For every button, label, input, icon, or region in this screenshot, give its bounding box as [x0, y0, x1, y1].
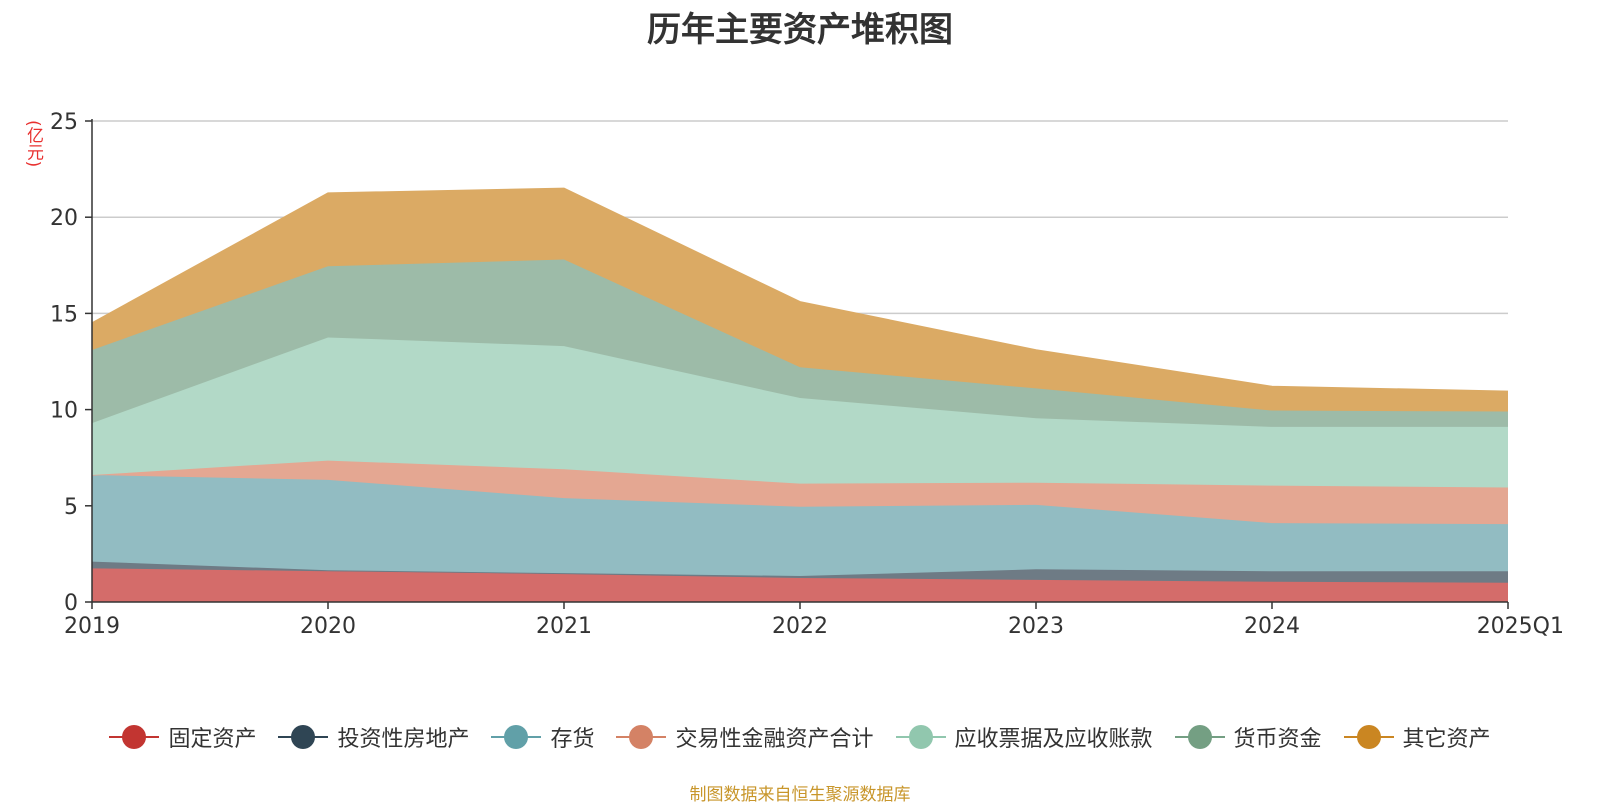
y-axis-unit-label: (亿元): [23, 120, 43, 168]
y-tick-label: 15: [50, 302, 78, 327]
legend-label: 其它资产: [1402, 727, 1491, 752]
legend-marker-icon: [491, 724, 542, 750]
area-series-3[interactable]: [92, 460, 1508, 525]
legend-label: 交易性金融资产合计: [675, 727, 874, 752]
legend-item-6[interactable]: 其它资产: [1343, 721, 1491, 753]
area-series-1[interactable]: [92, 561, 1508, 583]
x-tick-label: 2019: [64, 614, 120, 639]
axes: 0 5 10 15 20 25 2019 2020 2021 2022 2023 2024 2025Q1: [50, 110, 1564, 639]
x-tick-label: 2023: [1008, 614, 1064, 639]
y-tick-label: 10: [50, 399, 78, 424]
x-tick-label: 2022: [772, 614, 828, 639]
y-tick-label: 5: [64, 495, 78, 520]
y-tick-label: 25: [50, 110, 78, 135]
area-series-4[interactable]: [92, 337, 1508, 488]
legend-item-5[interactable]: 货币资金: [1174, 721, 1322, 753]
legend-label: 应收票据及应收账款: [954, 727, 1153, 752]
x-tick-label: 2025Q1: [1477, 614, 1564, 639]
area-series-6[interactable]: [92, 188, 1508, 412]
stacked-area-chart: 0 5 10 15 20 25 2019 2020 2021 2022 2023 2024 2025Q1: [50, 110, 1564, 639]
legend-marker-icon: [1174, 724, 1225, 750]
area-series-6-edge: [91, 187, 1509, 393]
legend-marker-icon: [1343, 724, 1394, 750]
area-series-0[interactable]: [92, 568, 1508, 602]
area-series-5[interactable]: [92, 259, 1508, 427]
chart-title: 历年主要资产堆积图: [647, 10, 953, 50]
legend-marker-icon: [616, 724, 667, 750]
legend: 固定资产 投资性房地产 存货 交易性金融资产合计 应收票据及应收账款 货币资金 其它资产: [0, 720, 1600, 754]
y-tick-label: 20: [50, 206, 78, 231]
area-series: [91, 187, 1509, 602]
legend-marker-icon: [895, 724, 946, 750]
y-tick-label: 0: [64, 591, 78, 616]
legend-item-0[interactable]: 固定资产: [109, 721, 256, 753]
legend-label: 存货: [550, 727, 595, 752]
source-note: 制图数据来自恒生聚源数据库: [689, 785, 911, 805]
legend-label: 投资性房地产: [337, 727, 470, 752]
legend-label: 固定资产: [168, 727, 257, 752]
x-tick-label: 2021: [536, 614, 592, 639]
area-series-2[interactable]: [92, 475, 1508, 577]
legend-item-3[interactable]: 交易性金融资产合计: [616, 721, 874, 753]
x-tick-label: 2024: [1244, 614, 1300, 639]
legend-marker-icon: [109, 724, 160, 750]
legend-item-4[interactable]: 应收票据及应收账款: [895, 721, 1153, 753]
x-tick-label: 2020: [300, 614, 356, 639]
legend-label: 货币资金: [1233, 727, 1322, 752]
legend-marker-icon: [278, 724, 329, 750]
legend-item-2[interactable]: 存货: [491, 721, 594, 753]
legend-item-1[interactable]: 投资性房地产: [278, 721, 469, 753]
